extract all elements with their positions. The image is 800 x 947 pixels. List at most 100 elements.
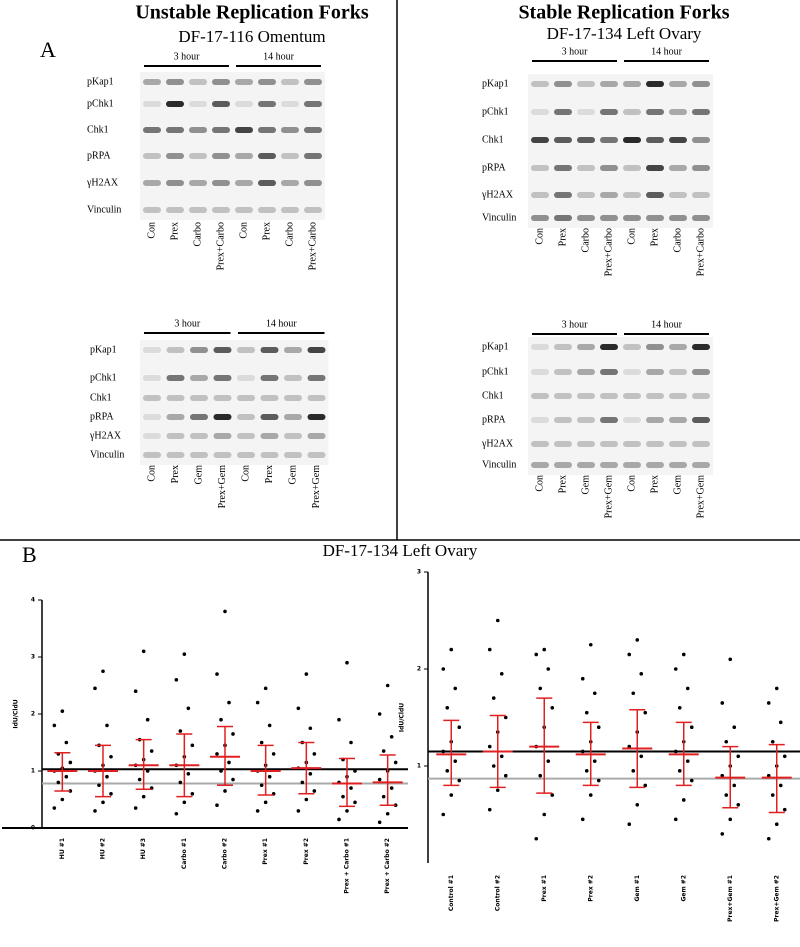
band <box>212 153 230 159</box>
band <box>600 165 618 171</box>
lane-label: Prex <box>649 228 660 246</box>
band <box>237 433 255 439</box>
data-point <box>381 749 386 753</box>
band <box>258 153 276 159</box>
band <box>554 137 572 143</box>
band <box>623 369 641 375</box>
protein-label: pKap1 <box>87 76 114 87</box>
data-point <box>255 700 260 705</box>
lane-label: Gem <box>672 475 683 495</box>
lane-label: Con <box>146 465 157 482</box>
band <box>260 395 279 401</box>
lane-label: Carbo <box>284 222 295 246</box>
band <box>235 207 253 213</box>
lane-label: Prex <box>261 222 272 240</box>
band <box>669 137 687 143</box>
lane-label: Carbo <box>580 228 591 252</box>
band <box>554 369 572 375</box>
data-point <box>491 696 496 700</box>
data-point <box>457 778 462 783</box>
band <box>260 414 279 420</box>
band <box>577 192 595 198</box>
x-tick-label: Prex #2 <box>303 838 310 865</box>
band <box>577 393 595 399</box>
data-point <box>215 803 219 807</box>
band <box>623 344 641 350</box>
lane-label: Con <box>534 228 545 245</box>
band <box>281 101 299 107</box>
time-label: 3 hour <box>562 46 589 57</box>
x-tick-label: Prex+Gem #1 <box>727 875 734 922</box>
data-point <box>231 732 235 736</box>
data-point <box>685 686 690 691</box>
band <box>646 417 664 423</box>
band <box>692 369 710 375</box>
data-point <box>627 652 632 657</box>
time-label: 14 hour <box>263 51 295 62</box>
band <box>166 395 185 401</box>
data-point <box>259 740 264 745</box>
data-point <box>584 710 589 715</box>
data-point <box>487 744 492 749</box>
x-tick-label: HU #3 <box>140 838 147 859</box>
subtitle: DF-17-116 Omentum <box>178 27 325 46</box>
band <box>213 433 232 439</box>
data-point <box>770 739 775 744</box>
band <box>577 344 595 350</box>
data-point <box>596 725 601 729</box>
band <box>554 109 572 115</box>
band <box>623 109 641 115</box>
title: Unstable Replication Forks <box>135 2 369 24</box>
data-point <box>782 807 787 812</box>
band <box>646 137 664 143</box>
data-point <box>445 769 450 773</box>
data-point <box>227 700 231 705</box>
data-point <box>381 794 386 799</box>
data-point <box>259 783 264 788</box>
band <box>623 137 641 143</box>
band <box>304 207 322 213</box>
data-point <box>93 686 97 691</box>
band <box>143 180 161 186</box>
data-point <box>453 759 458 763</box>
data-point <box>584 769 589 773</box>
protein-label: pKap1 <box>482 78 509 89</box>
title: Stable Replication Forks <box>518 2 729 24</box>
band <box>600 344 618 350</box>
band <box>281 180 299 186</box>
lane-label: Con <box>240 465 251 482</box>
data-point <box>732 783 737 788</box>
band <box>281 79 299 85</box>
data-point <box>149 749 154 753</box>
band <box>281 207 299 213</box>
y-tick-label: 0 <box>31 825 35 832</box>
band <box>143 207 161 213</box>
data-point <box>542 812 547 817</box>
data-point <box>182 652 187 656</box>
band <box>600 462 618 468</box>
band <box>190 395 208 401</box>
band <box>284 375 302 381</box>
band <box>646 393 664 399</box>
y-tick-label: 2 <box>31 711 35 718</box>
data-point <box>449 647 454 652</box>
band <box>213 414 232 420</box>
band <box>600 137 618 143</box>
protein-label: pRPA <box>87 150 111 161</box>
band <box>304 79 322 85</box>
band <box>692 441 710 447</box>
protein-label: Vinculin <box>90 449 124 460</box>
band <box>577 109 595 115</box>
data-point <box>503 773 508 778</box>
band <box>190 347 208 353</box>
data-point <box>255 809 260 813</box>
lane-label: Prex <box>557 475 568 493</box>
data-point <box>223 789 227 793</box>
data-point <box>580 749 585 754</box>
data-point <box>491 764 496 768</box>
lane-label: Prex+Carbo <box>603 228 614 276</box>
data-point <box>296 809 301 813</box>
data-point <box>377 777 382 782</box>
band <box>646 109 664 115</box>
